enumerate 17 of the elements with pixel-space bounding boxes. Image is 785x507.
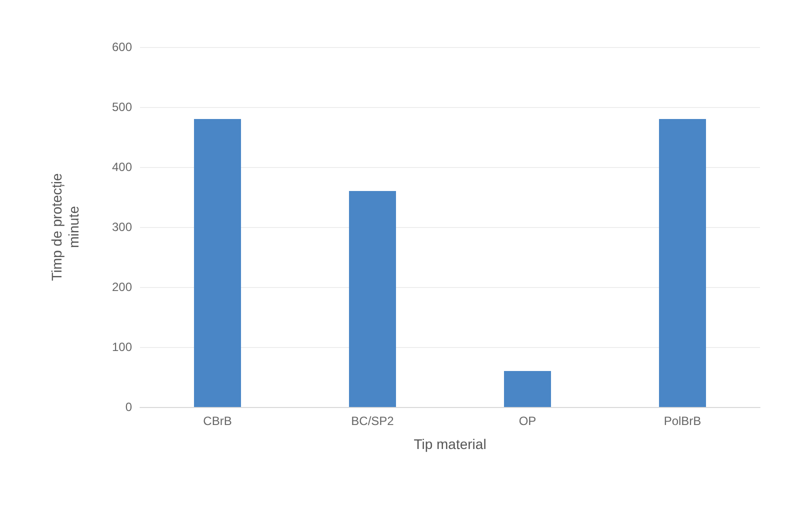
y-tick-label: 100 xyxy=(112,340,132,354)
y-tick-label: 400 xyxy=(112,160,132,174)
x-tick-label: BC/SP2 xyxy=(351,414,394,428)
x-tick-label: OP xyxy=(518,414,536,428)
y-tick-label: 0 xyxy=(125,400,132,414)
x-tick-label: CBrB xyxy=(203,414,232,428)
y-tick-label: 500 xyxy=(112,100,132,114)
x-axis-title: Tip material xyxy=(414,436,486,452)
x-tick-label: PolBrB xyxy=(664,414,702,428)
y-tick-label: 600 xyxy=(112,40,132,54)
bar xyxy=(194,119,241,407)
bar xyxy=(659,119,706,407)
y-tick-label: 200 xyxy=(112,280,132,294)
y-axis-title: Timp de protecție minute xyxy=(48,172,82,281)
y-tick-label: 300 xyxy=(112,220,132,234)
bar xyxy=(504,371,551,407)
bar xyxy=(349,191,396,407)
